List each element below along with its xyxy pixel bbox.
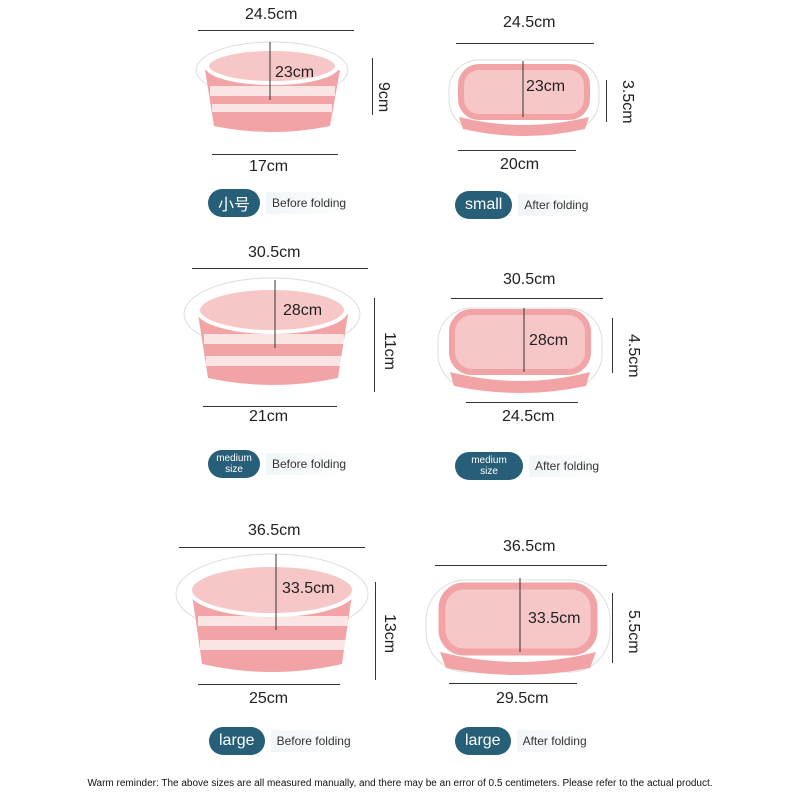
dimension-line	[456, 43, 594, 44]
width-top-label: 36.5cm	[248, 522, 301, 539]
dimension-line	[466, 402, 578, 403]
inner-label: 23cm	[275, 64, 315, 81]
height-label: 3.5cm	[619, 80, 636, 124]
height-line	[372, 58, 373, 115]
dimension-line	[198, 684, 340, 685]
width-top-label: 30.5cm	[248, 244, 301, 261]
size-badge: large Before folding	[209, 726, 357, 756]
basin-small-unfolded	[195, 41, 349, 132]
dimension-line	[192, 268, 368, 269]
width-top-label: 36.5cm	[503, 538, 556, 555]
size-badge: large After folding	[455, 726, 593, 756]
size-badge: small After folding	[455, 190, 595, 220]
state-label: After folding	[529, 455, 606, 477]
width-top-label: 30.5cm	[503, 271, 556, 288]
bottom-label: 24.5cm	[502, 408, 555, 425]
dimension-line	[203, 406, 337, 407]
size-pill: large	[209, 727, 265, 755]
state-label: Before folding	[266, 192, 353, 214]
basin-large-unfolded	[175, 553, 369, 672]
inner-label: 33.5cm	[282, 580, 335, 597]
bottom-label: 17cm	[249, 158, 289, 175]
width-top-label: 24.5cm	[503, 14, 556, 31]
height-label: 11cm	[381, 332, 398, 370]
inner-label: 33.5cm	[528, 610, 581, 627]
state-label: After folding	[516, 730, 593, 752]
basin-small-folded	[448, 59, 600, 136]
dimension-line	[179, 547, 365, 548]
size-pill: small	[455, 191, 513, 219]
dimension-line	[198, 30, 354, 31]
size-pill: large	[455, 727, 511, 755]
inner-label: 28cm	[283, 302, 323, 319]
size-pill: 小号	[208, 189, 261, 217]
height-label: 4.5cm	[625, 334, 642, 378]
dimension-line	[458, 150, 576, 151]
bottom-label: 21cm	[249, 408, 289, 425]
height-line	[374, 298, 375, 392]
inner-label: 23cm	[526, 78, 566, 95]
size-pill: medium size	[455, 452, 523, 480]
basin-medium-unfolded	[183, 277, 361, 385]
size-pill: medium size	[208, 450, 260, 478]
inner-label: 28cm	[529, 332, 569, 349]
basin-medium-folded	[437, 307, 603, 393]
height-line	[612, 318, 613, 373]
height-label: 9cm	[375, 82, 392, 113]
bottom-label: 25cm	[249, 690, 289, 707]
width-top-label: 24.5cm	[245, 6, 298, 23]
dimension-line	[212, 154, 338, 155]
height-label: 5.5cm	[625, 610, 642, 654]
bottom-label: 29.5cm	[496, 690, 549, 707]
warm-reminder-text: Warm reminder: The above sizes are all m…	[87, 778, 713, 789]
dimension-line	[435, 565, 607, 566]
dimension-line	[449, 683, 577, 684]
state-label: Before folding	[266, 453, 353, 475]
basin-large-folded	[425, 578, 611, 675]
size-badge: medium size After folding	[455, 451, 606, 481]
height-line	[612, 593, 613, 663]
bottom-label: 20cm	[500, 156, 540, 173]
height-line	[606, 80, 607, 122]
height-line	[375, 582, 376, 680]
state-label: After folding	[518, 194, 595, 216]
size-badge: medium size Before folding	[208, 449, 353, 479]
size-badge: 小号 Before folding	[208, 188, 353, 218]
dimension-line	[451, 298, 603, 299]
state-label: Before folding	[270, 730, 357, 752]
height-label: 13cm	[381, 614, 398, 654]
